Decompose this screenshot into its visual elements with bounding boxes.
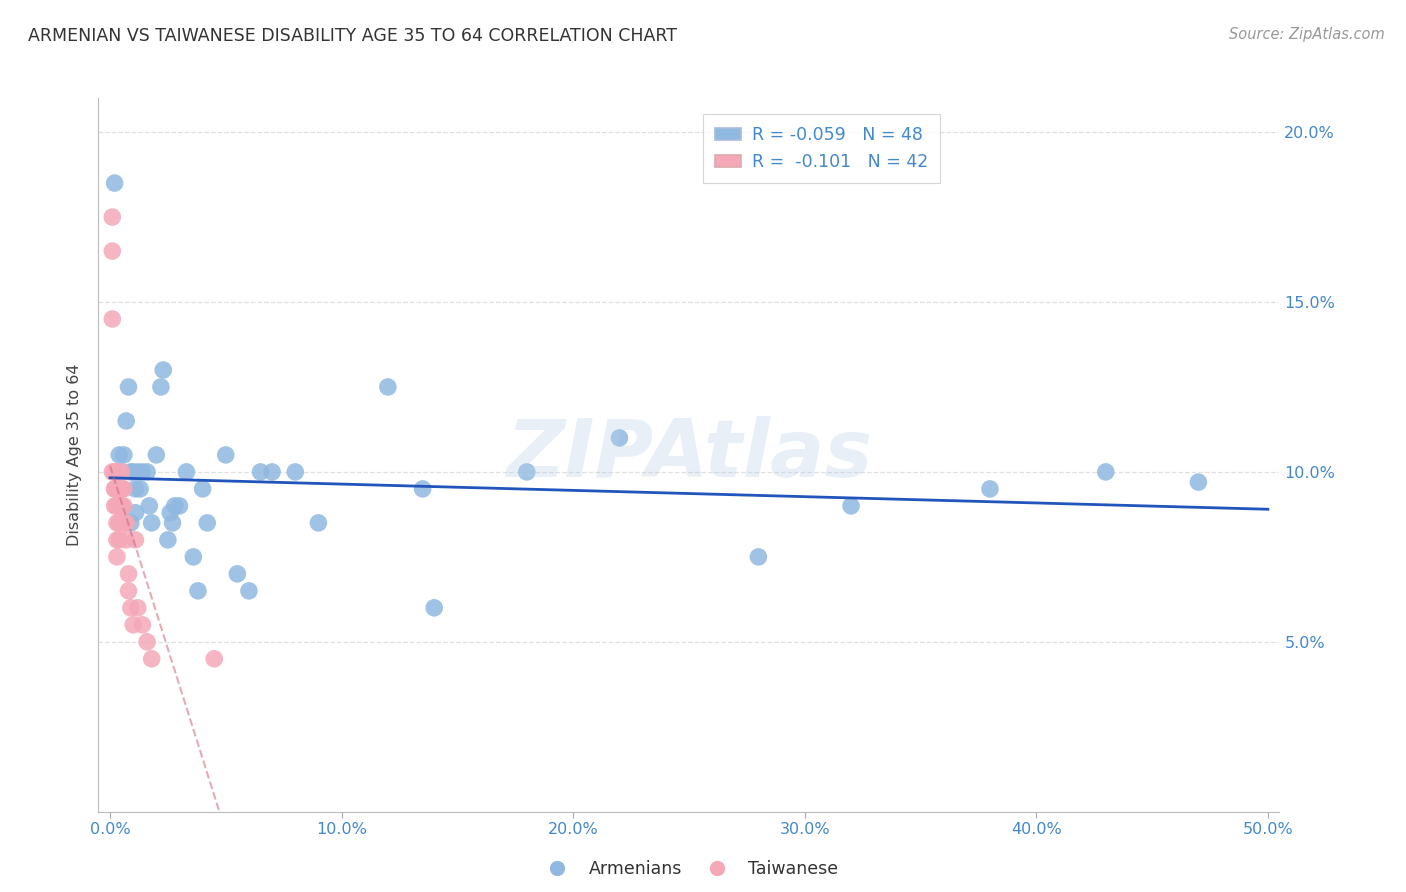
Point	[979, 482, 1001, 496]
Point	[176, 465, 198, 479]
Point	[163, 499, 186, 513]
Point	[136, 465, 159, 479]
Point	[191, 482, 214, 496]
Point	[136, 635, 159, 649]
Point	[159, 506, 181, 520]
Point	[115, 414, 138, 428]
Point	[115, 533, 138, 547]
Point	[101, 312, 124, 326]
Point	[110, 482, 132, 496]
Point	[412, 482, 434, 496]
Point	[747, 549, 769, 564]
Point	[112, 516, 135, 530]
Point	[112, 448, 135, 462]
Point	[120, 516, 142, 530]
Point	[187, 583, 209, 598]
Point	[124, 533, 146, 547]
Point	[110, 499, 132, 513]
Point	[131, 617, 153, 632]
Point	[112, 516, 135, 530]
Point	[215, 448, 238, 462]
Point	[101, 210, 124, 224]
Point	[110, 499, 132, 513]
Text: Source: ZipAtlas.com: Source: ZipAtlas.com	[1229, 27, 1385, 42]
Point	[101, 244, 124, 258]
Y-axis label: Disability Age 35 to 64: Disability Age 35 to 64	[67, 364, 83, 546]
Point	[108, 499, 131, 513]
Point	[141, 652, 163, 666]
Point	[117, 583, 139, 598]
Point	[284, 465, 307, 479]
Point	[112, 499, 135, 513]
Point	[108, 516, 131, 530]
Point	[156, 533, 179, 547]
Point	[105, 499, 128, 513]
Point	[127, 465, 149, 479]
Point	[108, 516, 131, 530]
Point	[115, 516, 138, 530]
Point	[104, 465, 127, 479]
Point	[195, 516, 218, 530]
Point	[104, 176, 127, 190]
Point	[104, 499, 127, 513]
Point	[104, 482, 127, 496]
Point	[516, 465, 538, 479]
Point	[307, 516, 329, 530]
Point	[104, 465, 127, 479]
Point	[105, 499, 128, 513]
Point	[129, 482, 152, 496]
Point	[104, 482, 127, 496]
Point	[377, 380, 399, 394]
Point	[120, 600, 142, 615]
Point	[162, 516, 184, 530]
Point	[108, 482, 131, 496]
Point	[124, 506, 146, 520]
Point	[131, 465, 153, 479]
Point	[122, 617, 145, 632]
Point	[152, 363, 174, 377]
Point	[183, 549, 205, 564]
Point	[108, 465, 131, 479]
Text: ARMENIAN VS TAIWANESE DISABILITY AGE 35 TO 64 CORRELATION CHART: ARMENIAN VS TAIWANESE DISABILITY AGE 35 …	[28, 27, 678, 45]
Point	[169, 499, 191, 513]
Point	[105, 465, 128, 479]
Point	[117, 566, 139, 581]
Point	[1187, 475, 1209, 489]
Point	[105, 549, 128, 564]
Point	[226, 566, 249, 581]
Point	[117, 380, 139, 394]
Point	[110, 465, 132, 479]
Point	[112, 482, 135, 496]
Point	[127, 600, 149, 615]
Point	[108, 448, 131, 462]
Point	[839, 499, 862, 513]
Point	[110, 465, 132, 479]
Point	[105, 516, 128, 530]
Point	[202, 652, 225, 666]
Point	[609, 431, 631, 445]
Point	[120, 465, 142, 479]
Point	[124, 482, 146, 496]
Point	[108, 482, 131, 496]
Point	[262, 465, 284, 479]
Point	[122, 465, 145, 479]
Point	[238, 583, 260, 598]
Point	[138, 499, 160, 513]
Point	[105, 533, 128, 547]
Point	[105, 482, 128, 496]
Point	[149, 380, 172, 394]
Point	[423, 600, 446, 615]
Point	[145, 448, 167, 462]
Point	[249, 465, 271, 479]
Point	[1094, 465, 1116, 479]
Point	[108, 533, 131, 547]
Point	[101, 465, 124, 479]
Text: ZIPAtlas: ZIPAtlas	[506, 416, 872, 494]
Legend: Armenians, Taiwanese: Armenians, Taiwanese	[533, 854, 845, 885]
Point	[141, 516, 163, 530]
